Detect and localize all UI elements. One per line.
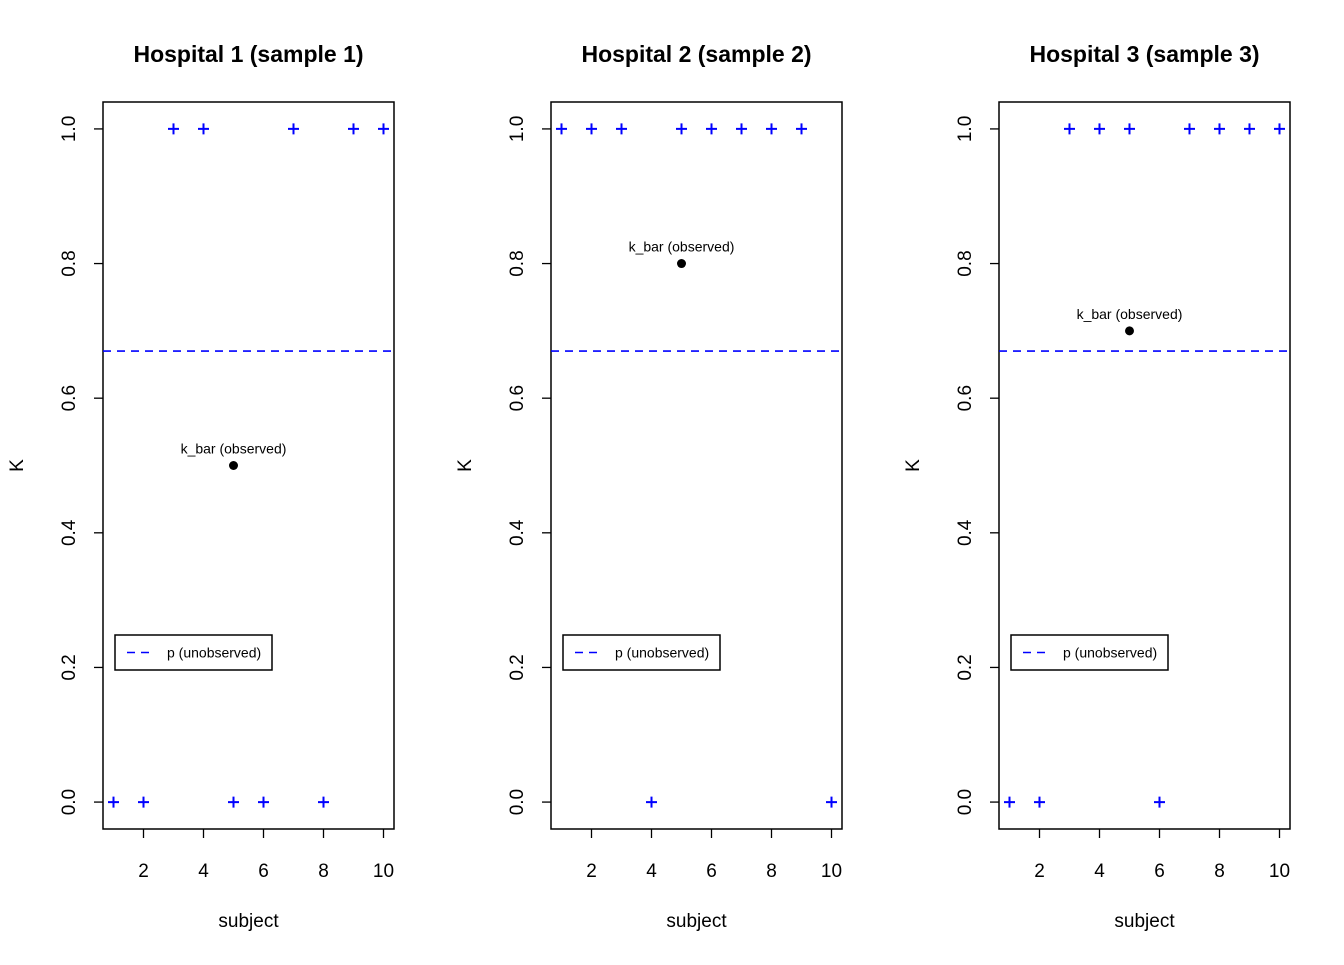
data-point-plus [348, 123, 359, 135]
panel-2: Hospital 2 (sample 2) 2 4 6 8 10 0.0 0.2 0.4 0.6 0… [455, 41, 843, 932]
data-layer [551, 123, 842, 808]
data-point-plus [138, 796, 149, 808]
data-point-plus [1064, 123, 1075, 135]
plot-frame [102, 101, 395, 830]
panel-1: Hospital 1 (sample 1) 2 4 6 8 10 0.0 0.2 0.4 0.6 0… [7, 41, 395, 932]
data-point-plus [1274, 123, 1285, 135]
x-tick-label: 6 [1154, 861, 1165, 882]
x-axis-label: subject [666, 911, 727, 932]
x-tick-label: 6 [706, 861, 717, 882]
x-tick-label: 6 [258, 861, 269, 882]
data-point-plus [586, 123, 597, 135]
y-axis-label: K [7, 459, 28, 472]
legend: p (unobserved) [114, 634, 273, 671]
data-point-plus [258, 796, 269, 808]
legend: p (unobserved) [562, 634, 721, 671]
x-tick-label: 8 [766, 861, 777, 882]
y-tick-label: 0.2 [59, 654, 80, 680]
data-point-plus [228, 796, 239, 808]
y-tick-label: 0.8 [59, 250, 80, 276]
x-axis-label: subject [1114, 911, 1175, 932]
data-point-plus [556, 123, 567, 135]
data-point-plus [646, 796, 657, 808]
data-layer [999, 123, 1290, 808]
y-tick-label: 0.6 [955, 385, 976, 411]
x-tick-label: 4 [1094, 861, 1105, 882]
legend-label: p (unobserved) [1063, 645, 1157, 661]
plot-frame [550, 101, 843, 830]
x-tick-label: 2 [1034, 861, 1045, 882]
data-point-plus [378, 123, 389, 135]
data-point-plus [766, 123, 777, 135]
k-bar-annotation: k_bar (observed) [181, 441, 287, 457]
data-point-plus [1034, 796, 1045, 808]
plot-frame [998, 101, 1291, 830]
panel-title: Hospital 1 (sample 1) [133, 41, 363, 67]
data-point-plus [1154, 796, 1165, 808]
y-axis-label: K [455, 459, 476, 472]
data-point-plus [288, 123, 299, 135]
y-tick-label: 0.4 [507, 519, 528, 546]
x-axis-label: subject [218, 911, 279, 932]
panel-3: Hospital 3 (sample 3) 2 4 6 8 10 0.0 0.2 0.4 0.6 0… [903, 41, 1291, 932]
data-point-plus [706, 123, 717, 135]
x-tick-label: 8 [1214, 861, 1225, 882]
x-tick-label: 10 [373, 861, 394, 882]
data-point-plus [796, 123, 807, 135]
data-point-plus [736, 123, 747, 135]
legend-label: p (unobserved) [615, 645, 709, 661]
y-tick-label: 1.0 [955, 116, 976, 142]
data-point-plus [1124, 123, 1135, 135]
k-bar-annotation: k_bar (observed) [629, 239, 735, 255]
k-bar-annotation: k_bar (observed) [1077, 306, 1183, 322]
y-tick-label: 1.0 [59, 116, 80, 142]
data-point-plus [1184, 123, 1195, 135]
data-layer [103, 123, 394, 808]
data-point-plus [198, 123, 209, 135]
legend-label: p (unobserved) [167, 645, 261, 661]
y-axis-label: K [903, 459, 924, 472]
k-bar-point [1125, 326, 1134, 336]
y-tick-label: 0.8 [955, 250, 976, 276]
data-point-plus [1094, 123, 1105, 135]
data-point-plus [1214, 123, 1225, 135]
legend: p (unobserved) [1010, 634, 1169, 671]
y-tick-label: 0.6 [507, 385, 528, 411]
panel-title: Hospital 3 (sample 3) [1029, 41, 1259, 67]
x-tick-label: 2 [138, 861, 149, 882]
y-tick-label: 0.8 [507, 250, 528, 276]
x-tick-label: 2 [586, 861, 597, 882]
x-tick-label: 4 [198, 861, 209, 882]
x-tick-label: 4 [646, 861, 657, 882]
data-point-plus [108, 796, 119, 808]
y-tick-label: 0.0 [507, 789, 528, 815]
y-tick-label: 1.0 [507, 116, 528, 142]
x-tick-label: 10 [1269, 861, 1290, 882]
y-tick-label: 0.2 [507, 654, 528, 680]
panel-title: Hospital 2 (sample 2) [581, 41, 811, 67]
data-point-plus [1004, 796, 1015, 808]
y-tick-label: 0.4 [59, 519, 80, 546]
data-point-plus [1244, 123, 1255, 135]
y-tick-label: 0.6 [59, 385, 80, 411]
y-tick-label: 0.0 [955, 789, 976, 815]
x-tick-label: 8 [318, 861, 329, 882]
k-bar-point [677, 259, 686, 269]
x-tick-label: 10 [821, 861, 842, 882]
y-tick-label: 0.2 [955, 654, 976, 680]
y-tick-label: 0.0 [59, 789, 80, 815]
data-point-plus [168, 123, 179, 135]
k-bar-point [229, 461, 238, 470]
data-point-plus [826, 796, 837, 808]
data-point-plus [616, 123, 627, 135]
data-point-plus [318, 796, 329, 808]
data-point-plus [676, 123, 687, 135]
y-tick-label: 0.4 [955, 519, 976, 546]
